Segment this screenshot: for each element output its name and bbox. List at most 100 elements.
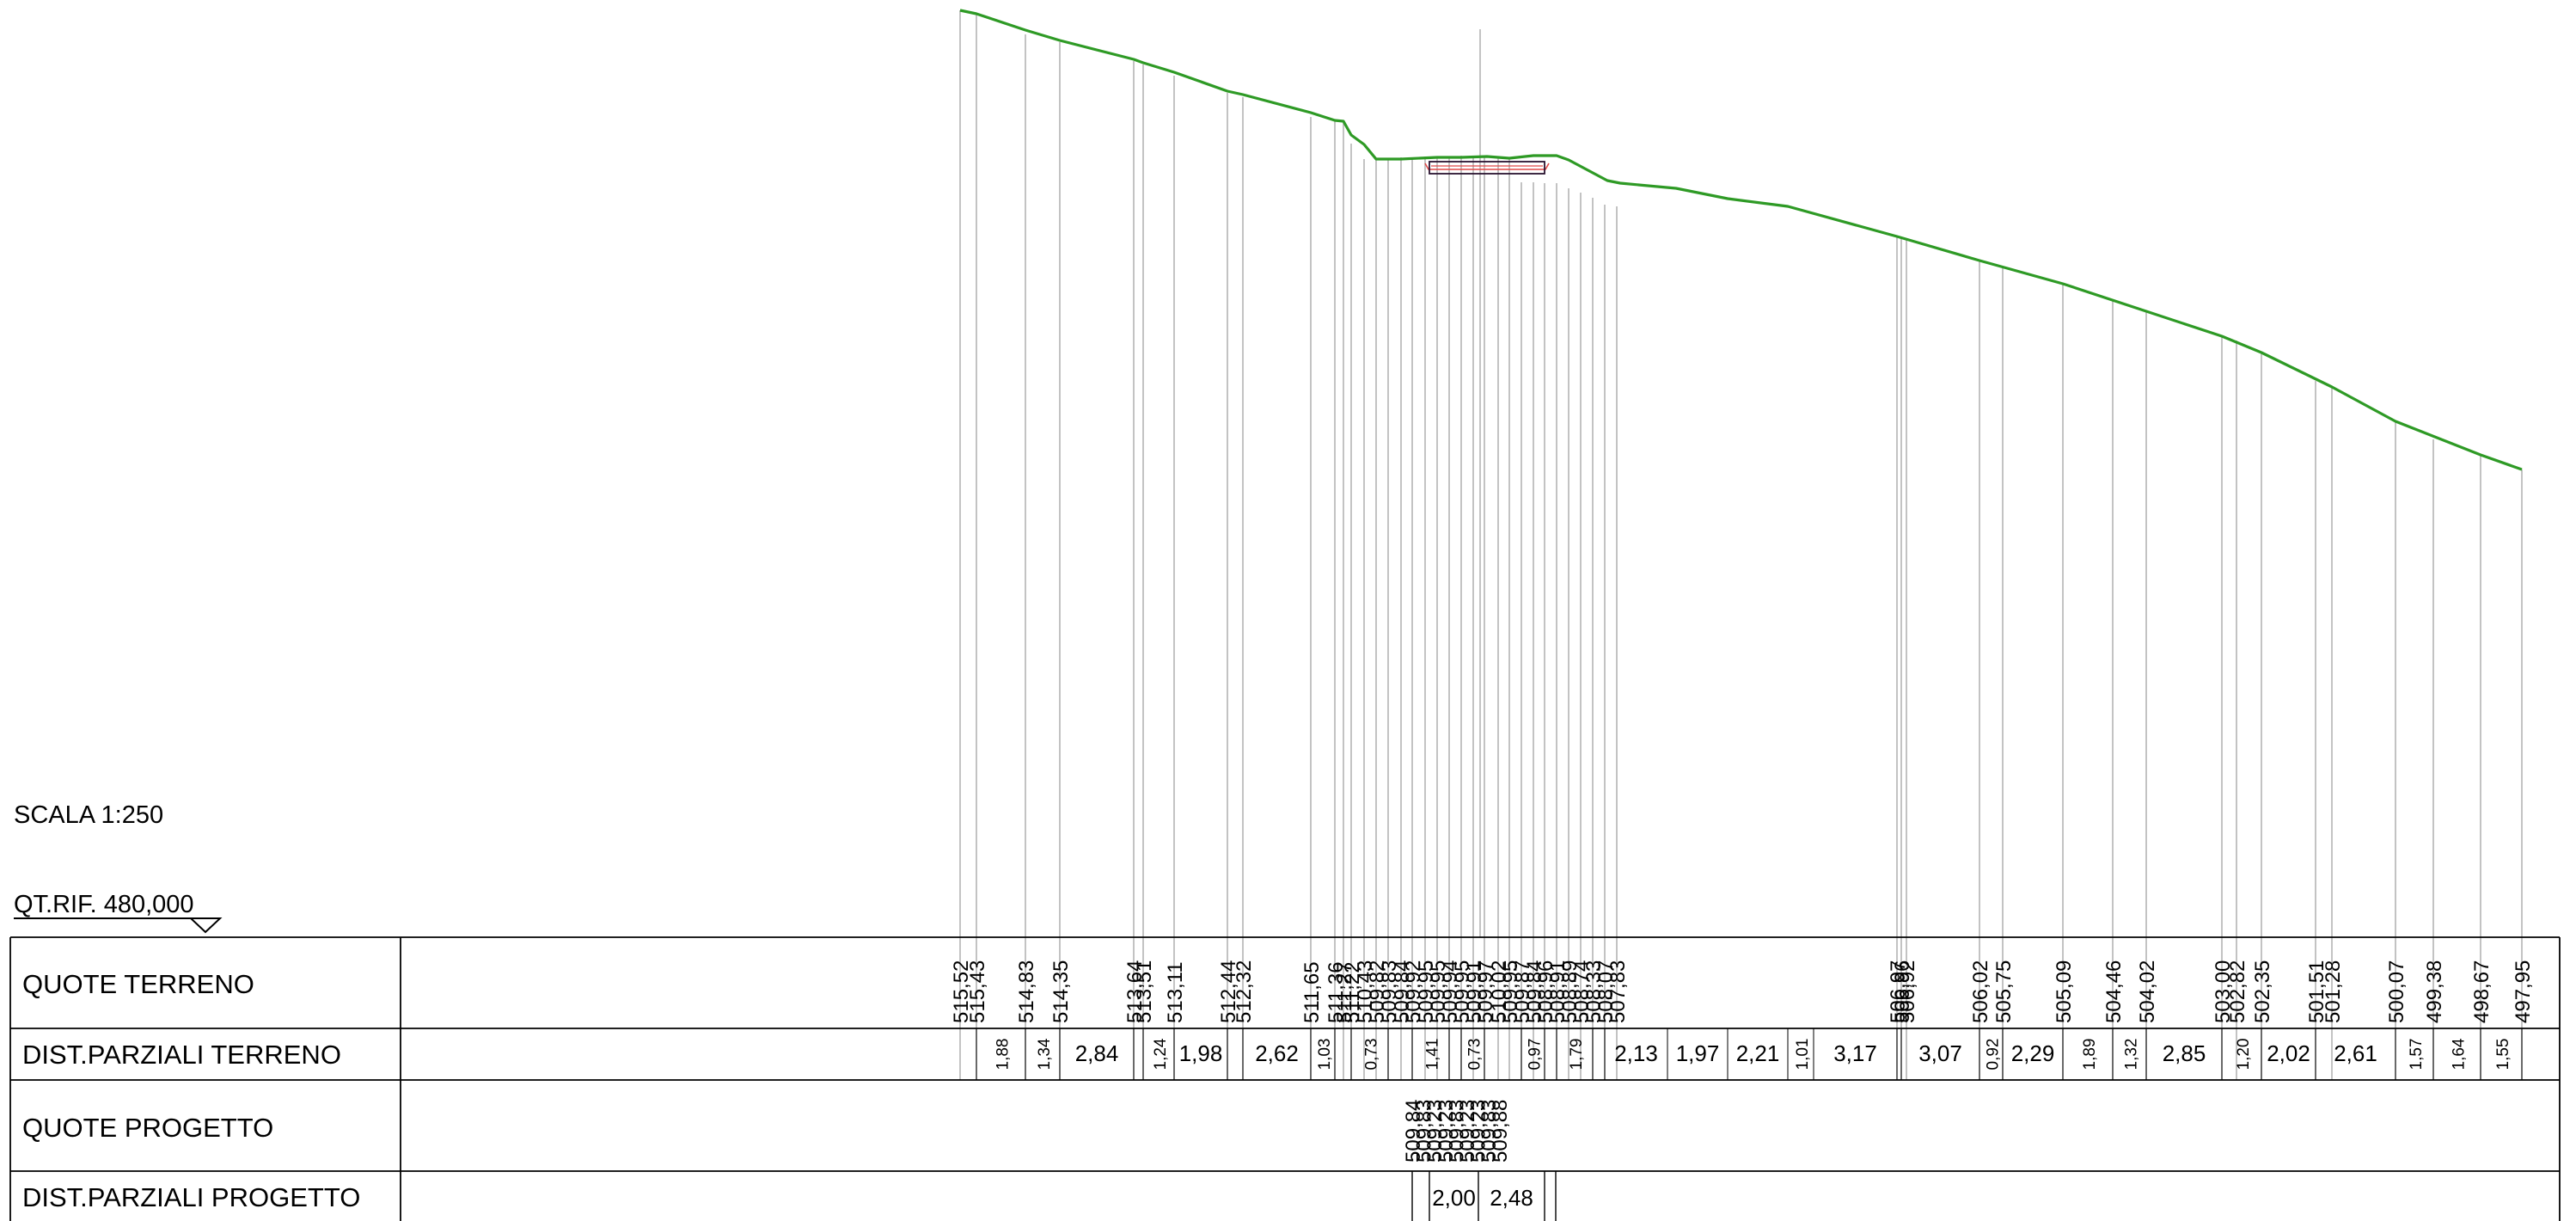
ground-elevation-value: 508,89 (1558, 960, 1582, 1023)
ground-elevation-value: 514,35 (1049, 960, 1073, 1023)
ground-elevation-value: 507,83 (1606, 960, 1630, 1023)
ground-distance-value: 1,64 (2451, 1038, 2469, 1070)
project-elevation-value: 509,84 (1402, 1100, 1425, 1163)
scale-label: SCALA 1:250 (14, 801, 163, 829)
ground-elevation-value: 509,95 (1415, 960, 1438, 1023)
ground-elevation-value: 512,44 (1217, 960, 1240, 1023)
ground-elevation-value: 509,92 (1402, 960, 1425, 1023)
ground-elevation-value: 515,43 (966, 960, 989, 1023)
table-row-labels: QUOTE TERRENO DIST.PARZIALI TERRENO QUOT… (22, 969, 360, 1212)
ground-elevation-value: 508,96 (1534, 960, 1557, 1023)
ground-elevation-value: 509,95 (1499, 960, 1522, 1023)
ground-elevation-value: 510,43 (1354, 960, 1377, 1023)
ground-distance-value: 2,02 (2267, 1040, 2310, 1066)
ground-distance-value: 1,89 (2081, 1039, 2099, 1071)
ground-distance-value: 2,61 (2334, 1040, 2377, 1066)
ground-distance-value: 0,92 (1985, 1039, 2003, 1071)
ground-distance-value: 1,41 (1424, 1039, 1442, 1071)
ground-elevation-value: 509,91 (1463, 960, 1486, 1023)
ground-elevation-value: 514,83 (1015, 960, 1038, 1023)
ground-elevation-value: 509,84 (1523, 960, 1546, 1023)
ground-elevation-value: 511,65 (1300, 961, 1324, 1023)
ground-distance-value: 1,24 (1152, 1038, 1170, 1070)
data-table (9, 936, 2561, 1221)
project-distance-value: 2,48 (1490, 1185, 1533, 1211)
row-label-ground-distances: DIST.PARZIALI TERRENO (22, 1040, 341, 1070)
ground-elevation-value: 509,82 (1366, 960, 1389, 1023)
ground-elevation-value: 499,38 (2423, 960, 2446, 1023)
ground-elevation-value: 509,95 (1451, 960, 1474, 1023)
project-elevation-value: 509,83 (1478, 1100, 1501, 1163)
ground-distance-value: 1,32 (2123, 1039, 2141, 1071)
project-elevation-value: 509,23 (1423, 1100, 1447, 1163)
row-label-project-distances: DIST.PARZIALI PROGETTO (22, 1182, 360, 1212)
ground-elevation-value: 504,02 (2136, 960, 2159, 1023)
project-elevation-value: 509,83 (1413, 1100, 1436, 1163)
ground-elevation-value: 508,07 (1594, 960, 1618, 1023)
ground-distance-value: 2,85 (2163, 1040, 2206, 1066)
ground-distance-value: 1,57 (2408, 1039, 2426, 1071)
ground-elevation-value: 509,97 (1474, 960, 1497, 1023)
row-label-project-elevations: QUOTE PROGETTO (22, 1113, 273, 1143)
ground-elevation-value: 505,75 (1992, 960, 2016, 1023)
ground-elevation-value: 501,51 (2305, 960, 2328, 1023)
project-platform-box (1429, 161, 1545, 175)
ground-elevation-value: 504,46 (2102, 960, 2126, 1023)
ground-elevation-value: 502,82 (2226, 960, 2249, 1023)
ground-elevation-value: 509,83 (1378, 960, 1401, 1023)
reference-label: QT.RIF. 480,000 (14, 891, 194, 918)
ground-elevation-value: 513,51 (1133, 960, 1156, 1023)
ground-elevation-value: 513,64 (1123, 960, 1147, 1023)
ground-distance-value: 3,17 (1833, 1040, 1877, 1066)
ground-elevation-value: 506,92 (1896, 960, 1919, 1023)
ground-elevation-value: 515,52 (950, 960, 973, 1023)
ground-distance-value: 1,98 (1179, 1040, 1223, 1066)
ground-distance-value: 1,55 (2494, 1039, 2512, 1071)
station-vertical-lines (959, 10, 2523, 1080)
project-elevation-value: 509,23 (1456, 1100, 1479, 1163)
ground-distance-value: 2,21 (1736, 1040, 1780, 1066)
project-elevation-value: 509,88 (1489, 1100, 1512, 1163)
ground-distance-value: 1,34 (1036, 1038, 1054, 1070)
row-label-ground-elevations: QUOTE TERRENO (22, 969, 254, 999)
ground-elevation-value: 506,97 (1887, 960, 1910, 1023)
project-distance-value: 2,00 (1432, 1185, 1476, 1211)
ground-profile-line (959, 9, 2523, 471)
ground-elevation-value: 501,28 (2322, 960, 2345, 1023)
ground-elevation-value: 511,36 (1325, 961, 1348, 1023)
ground-elevation-value: 509,84 (1391, 960, 1414, 1023)
ground-elevation-value: 503,00 (2212, 960, 2235, 1023)
ground-elevation-value: 511,27 (1333, 961, 1356, 1023)
project-elevation-value: 509,23 (1467, 1100, 1490, 1163)
ground-distance-value: 0,97 (1527, 1039, 1545, 1071)
ground-distance-value: 0,73 (1363, 1039, 1381, 1071)
ground-elevation-value: 509,95 (1427, 960, 1450, 1023)
ground-distance-value: 1,03 (1316, 1039, 1334, 1071)
project-road-platform (1424, 161, 1550, 175)
ground-distance-value: 2,62 (1255, 1040, 1299, 1066)
ground-elevation-value: 513,11 (1164, 961, 1187, 1023)
ground-elevation-value: 510,02 (1488, 960, 1511, 1023)
project-elevation-value: 509,23 (1435, 1100, 1458, 1163)
ground-distance-value: 1,79 (1568, 1039, 1586, 1071)
ground-elevation-value: 497,95 (2512, 960, 2535, 1023)
ground-distance-value: 1,97 (1676, 1040, 1720, 1066)
ground-elevation-value: 505,09 (2053, 960, 2076, 1023)
ground-elevation-value: 511,22 (1341, 961, 1364, 1023)
ground-elevation-value: 500,07 (2385, 960, 2408, 1023)
ground-elevation-value: 506,96 (1891, 960, 1914, 1023)
ground-elevation-value: 506,02 (1969, 960, 1992, 1023)
ground-distance-value: 1,88 (994, 1039, 1013, 1071)
ground-elevation-value: 508,74 (1570, 960, 1594, 1023)
ground-elevation-value: 508,33 (1582, 960, 1606, 1023)
ground-distance-value: 0,73 (1466, 1039, 1484, 1071)
ground-distance-value: 1,01 (1794, 1039, 1812, 1071)
reference-marker-icon (188, 917, 223, 934)
project-pavement-outline (1424, 163, 1550, 170)
ground-elevation-value: 508,91 (1546, 960, 1569, 1023)
ground-distance-value: 2,84 (1075, 1040, 1119, 1066)
ground-distance-value: 2,13 (1614, 1040, 1658, 1066)
ground-elevation-value: 509,87 (1511, 960, 1534, 1023)
